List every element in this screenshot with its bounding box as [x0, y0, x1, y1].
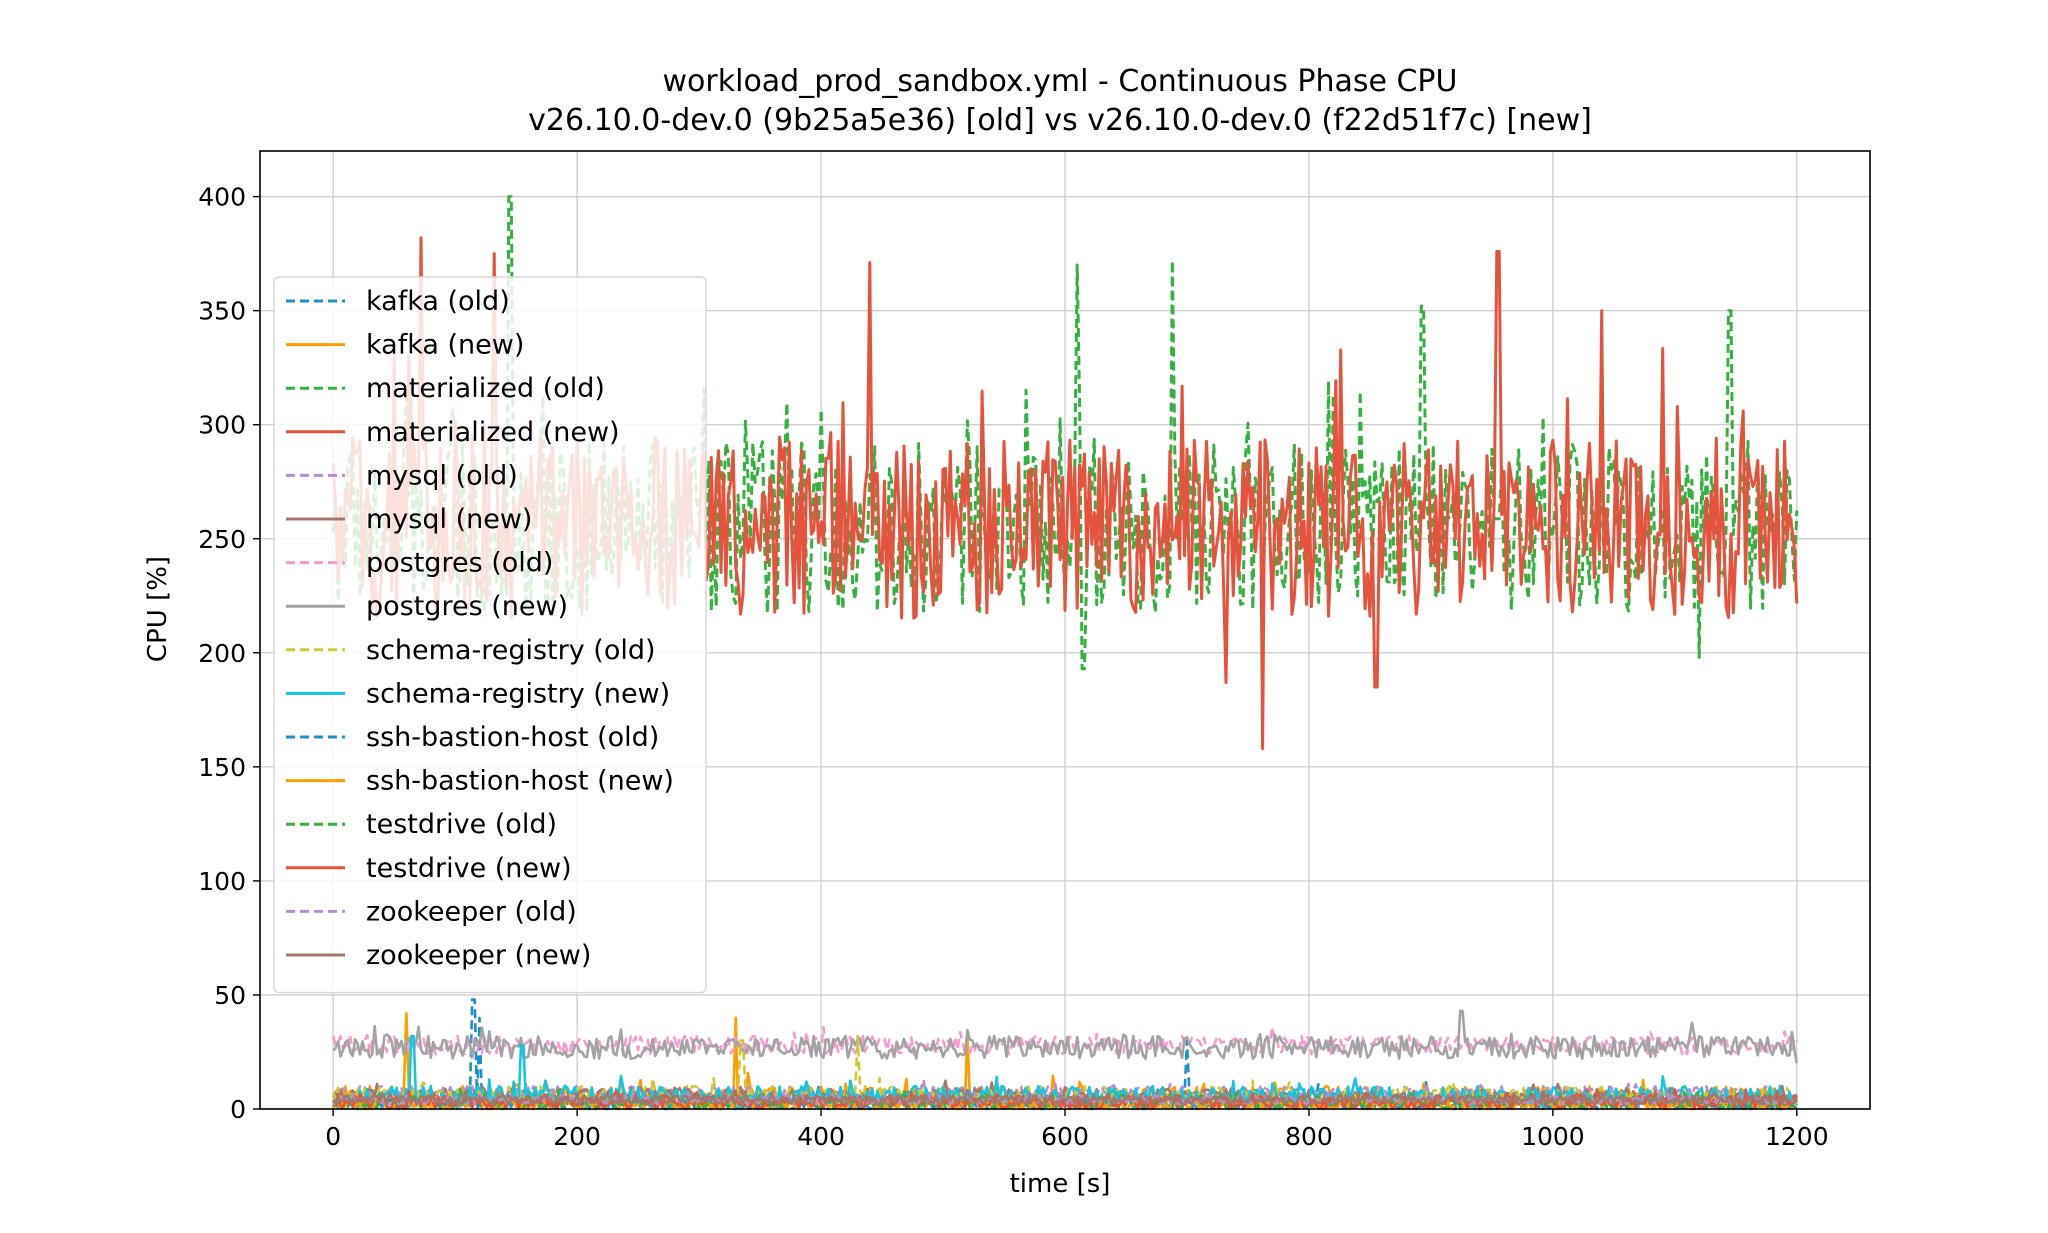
legend-label: postgres (new) — [366, 591, 568, 622]
y-tick-label: 250 — [198, 525, 246, 554]
legend-label: ssh-bastion-host (old) — [366, 722, 659, 753]
y-tick-label: 300 — [198, 411, 246, 440]
x-tick-label: 1000 — [1521, 1122, 1585, 1151]
legend-label: zookeeper (new) — [366, 940, 591, 971]
legend-box — [273, 276, 707, 994]
x-tick-label: 400 — [797, 1122, 845, 1151]
legend-label: testdrive (old) — [366, 809, 557, 840]
chart-title-line1: workload_prod_sandbox.yml - Continuous P… — [663, 64, 1458, 99]
legend-label: mysql (old) — [366, 460, 518, 491]
series-line-zookeeper-new — [332, 1089, 1799, 1106]
series-line-postgres-new — [332, 1009, 1799, 1064]
x-tick-label: 200 — [553, 1122, 601, 1151]
y-tick-label: 100 — [198, 867, 246, 896]
y-tick-label: 350 — [198, 297, 246, 326]
legend-label: zookeeper (old) — [366, 896, 577, 927]
x-tick-label: 800 — [1285, 1122, 1333, 1151]
legend-label: schema-registry (old) — [366, 635, 656, 666]
x-tick-label: 600 — [1041, 1122, 1089, 1151]
y-tick-label: 200 — [198, 639, 246, 668]
legend-label: materialized (new) — [366, 417, 620, 448]
y-axis-label: CPU [%] — [143, 556, 173, 662]
legend-label: postgres (old) — [366, 548, 553, 579]
x-tick-label: 1200 — [1765, 1122, 1829, 1151]
axis-ticks: 0 200 400 600 800 1000 1200 0 50 100 150 200 250 300 3… — [198, 183, 1828, 1151]
chart-title-line2: v26.10.0-dev.0 (9b25a5e36) [old] vs v26.… — [528, 103, 1592, 138]
x-tick-label: 0 — [325, 1122, 341, 1151]
y-tick-label: 0 — [230, 1095, 246, 1124]
y-tick-label: 150 — [198, 753, 246, 782]
legend: kafka (old) kafka (new) materialized (old)… — [273, 276, 707, 994]
legend-label: kafka (new) — [366, 330, 524, 361]
x-axis-label: time [s] — [1010, 1169, 1111, 1199]
legend-label: mysql (new) — [366, 504, 532, 535]
series-line-zookeeper-old — [332, 1090, 1798, 1106]
y-tick-label: 400 — [198, 183, 246, 212]
legend-label: materialized (old) — [366, 373, 605, 404]
y-tick-label: 50 — [214, 981, 246, 1010]
legend-label: kafka (old) — [366, 286, 510, 317]
series-line-testdrive-old — [333, 1087, 1799, 1111]
legend-label: testdrive (new) — [366, 853, 572, 884]
legend-label: ssh-bastion-host (new) — [366, 766, 674, 797]
legend-label: schema-registry (new) — [366, 678, 670, 709]
